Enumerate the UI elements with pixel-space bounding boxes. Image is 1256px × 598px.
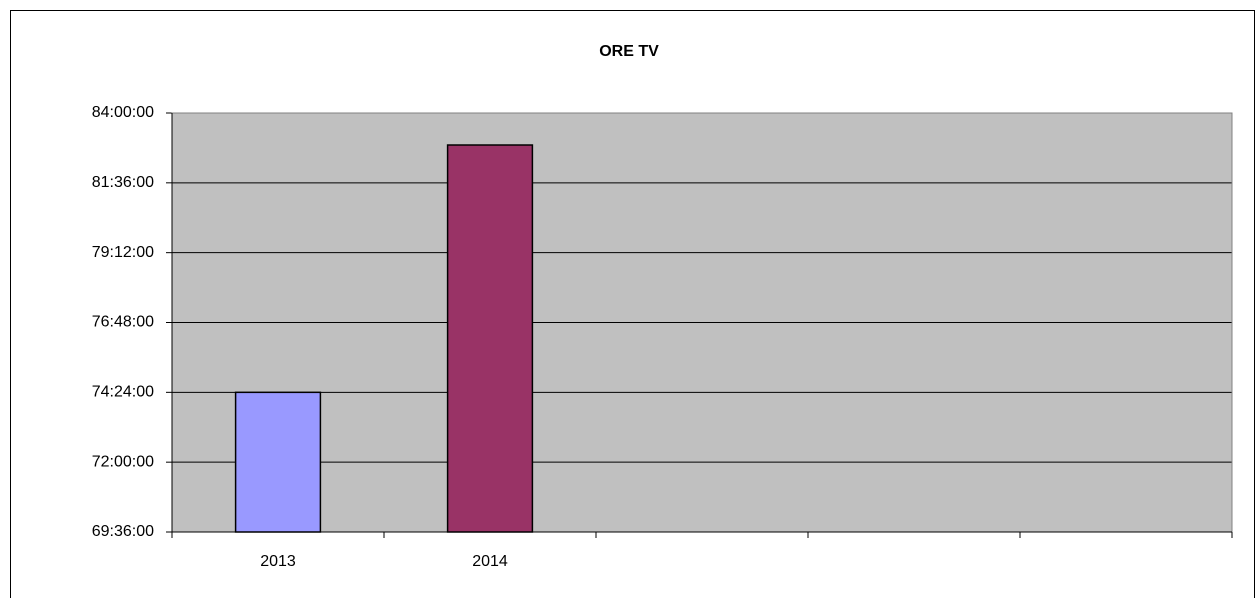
y-tick-label: 76:48:00 — [92, 314, 154, 331]
y-tick-label: 72:00:00 — [92, 453, 154, 470]
bar — [234, 391, 322, 533]
y-tick-label: 79:12:00 — [92, 244, 154, 261]
chart-title: ORE TV — [599, 43, 659, 60]
y-tick-label: 69:36:00 — [92, 523, 154, 540]
x-tick-label: 2013 — [260, 553, 296, 570]
bar — [446, 144, 534, 533]
y-tick-label: 74:24:00 — [92, 384, 154, 401]
x-tick-label: 2014 — [472, 553, 508, 570]
y-tick-label: 81:36:00 — [92, 174, 154, 191]
y-tick-label: 84:00:00 — [92, 104, 154, 121]
